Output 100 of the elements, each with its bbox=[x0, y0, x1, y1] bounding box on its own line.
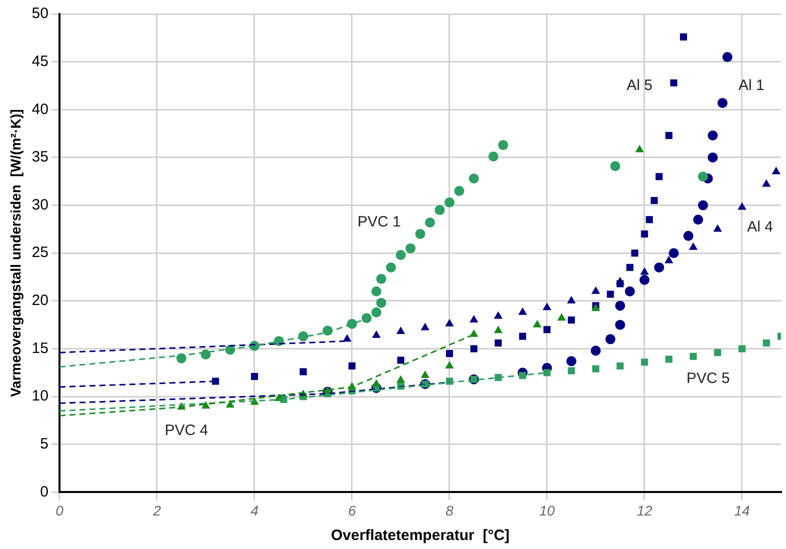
point bbox=[300, 368, 307, 376]
x-tick-label: 8 bbox=[446, 502, 454, 518]
point bbox=[542, 302, 552, 310]
series-label: Al 4 bbox=[747, 218, 774, 236]
point bbox=[590, 346, 601, 356]
point bbox=[445, 318, 454, 326]
point bbox=[488, 152, 498, 162]
point bbox=[543, 369, 551, 376]
point bbox=[640, 267, 649, 275]
point bbox=[405, 243, 416, 254]
point bbox=[626, 264, 634, 271]
point bbox=[639, 274, 650, 285]
point bbox=[543, 326, 551, 334]
point bbox=[664, 256, 674, 264]
series-label: PVC 4 bbox=[164, 422, 208, 440]
point bbox=[714, 349, 722, 356]
point bbox=[646, 216, 653, 224]
point bbox=[708, 130, 718, 140]
point bbox=[396, 326, 406, 334]
point bbox=[519, 332, 526, 340]
y-tick-label: 25 bbox=[32, 244, 48, 262]
point bbox=[372, 379, 381, 387]
x-tick-label: 4 bbox=[250, 502, 259, 518]
y-tick-label: 10 bbox=[32, 388, 48, 405]
point bbox=[397, 356, 404, 364]
point bbox=[762, 179, 771, 187]
x-tick-label: 2 bbox=[152, 502, 162, 518]
point bbox=[738, 345, 746, 352]
point bbox=[738, 202, 746, 210]
point bbox=[494, 374, 502, 381]
point bbox=[396, 250, 406, 260]
point bbox=[420, 322, 430, 330]
y-tick-label: 40 bbox=[32, 100, 48, 118]
point bbox=[610, 161, 620, 172]
point bbox=[424, 217, 435, 228]
y-tick-label: 0 bbox=[40, 483, 48, 500]
point bbox=[665, 356, 672, 363]
point bbox=[372, 330, 381, 338]
x-tick-label: 12 bbox=[636, 502, 652, 518]
point bbox=[772, 166, 780, 174]
point bbox=[498, 140, 508, 150]
x-axis-title: Overflatetemperatur [°C] bbox=[330, 527, 510, 544]
x-tick-label: 14 bbox=[734, 502, 750, 518]
point bbox=[566, 356, 576, 366]
point bbox=[718, 98, 728, 108]
point bbox=[470, 345, 478, 352]
point bbox=[683, 230, 694, 241]
point bbox=[693, 214, 704, 225]
y-tick-label: 5 bbox=[40, 436, 48, 453]
point bbox=[434, 205, 445, 216]
series-label: PVC 5 bbox=[686, 370, 730, 388]
point bbox=[212, 378, 220, 385]
point bbox=[376, 298, 386, 308]
point bbox=[665, 132, 672, 139]
point bbox=[470, 315, 478, 323]
point bbox=[690, 352, 697, 360]
y-tick-label: 20 bbox=[32, 292, 48, 310]
point bbox=[615, 320, 626, 330]
point bbox=[722, 52, 732, 62]
x-tick-label: 6 bbox=[348, 502, 356, 518]
point bbox=[468, 174, 479, 184]
point bbox=[605, 334, 616, 344]
point bbox=[670, 79, 678, 86]
y-tick-label: 35 bbox=[32, 148, 48, 166]
point bbox=[371, 286, 382, 296]
point bbox=[606, 290, 614, 298]
point bbox=[376, 274, 386, 284]
point bbox=[454, 186, 464, 196]
point bbox=[494, 339, 502, 347]
point bbox=[708, 152, 718, 162]
point bbox=[631, 250, 638, 257]
point bbox=[518, 307, 527, 315]
point bbox=[616, 280, 624, 288]
point bbox=[713, 224, 722, 232]
point bbox=[762, 339, 770, 347]
y-axis-title: Varmeovergangstall undersiden [W/(m²·K)] bbox=[7, 109, 24, 398]
y-tick-label: 50 bbox=[32, 5, 48, 22]
point bbox=[654, 262, 664, 272]
point bbox=[420, 370, 430, 378]
point bbox=[557, 313, 566, 321]
point bbox=[567, 296, 576, 304]
point bbox=[446, 350, 454, 358]
point bbox=[640, 230, 648, 238]
point bbox=[615, 300, 626, 311]
y-tick-label: 30 bbox=[32, 196, 48, 214]
x-tick-label: 10 bbox=[539, 502, 555, 518]
point bbox=[250, 372, 258, 380]
series-label: Al 1 bbox=[738, 76, 764, 94]
point bbox=[568, 316, 575, 324]
point bbox=[568, 367, 575, 374]
point bbox=[415, 228, 426, 239]
point bbox=[386, 262, 396, 272]
y-tick-label: 15 bbox=[32, 340, 48, 357]
point bbox=[446, 378, 454, 385]
point bbox=[650, 196, 658, 204]
point bbox=[371, 307, 382, 318]
point bbox=[592, 365, 600, 372]
point bbox=[680, 33, 688, 40]
point bbox=[616, 362, 624, 370]
point bbox=[635, 144, 644, 152]
